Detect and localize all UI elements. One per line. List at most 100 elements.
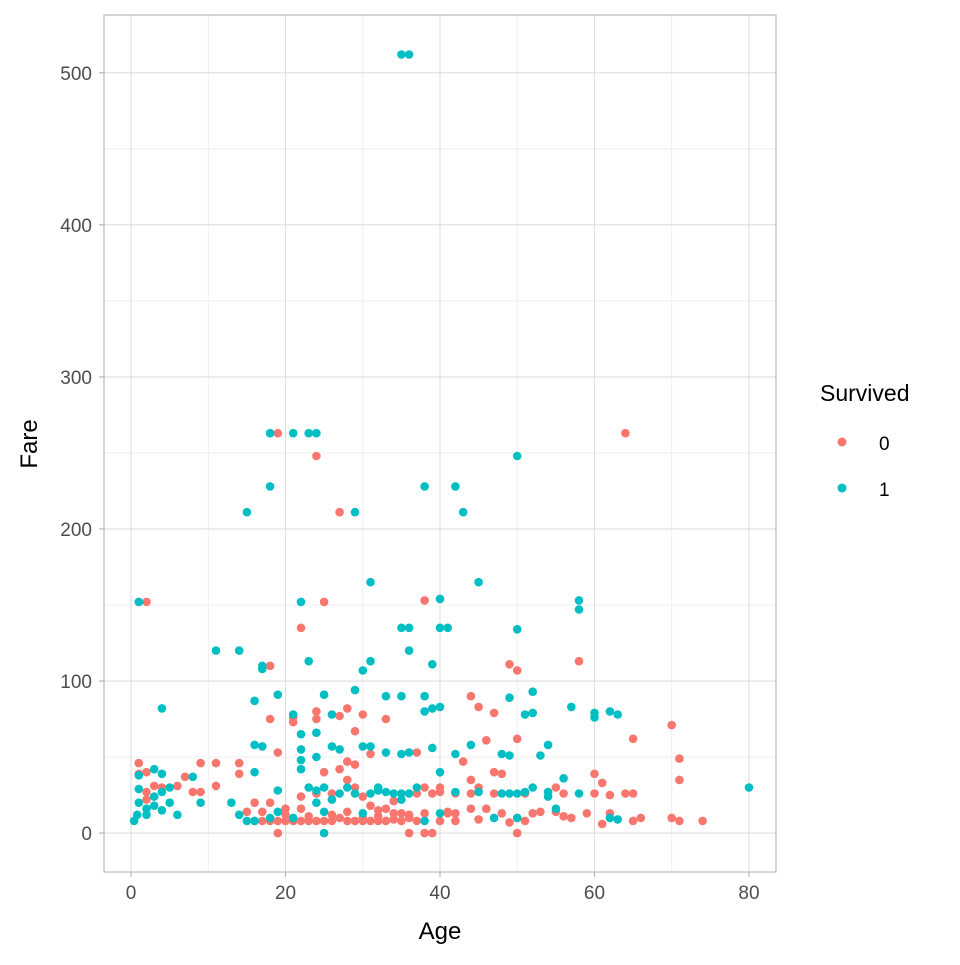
legend-label-1: 1	[879, 480, 890, 501]
data-point-survived-1	[451, 787, 460, 797]
data-point-survived-1	[744, 783, 754, 792]
data-point-survived-1	[536, 751, 545, 760]
data-point-survived-1	[211, 646, 221, 655]
data-point-survived-1	[435, 809, 445, 818]
data-point-survived-0	[281, 810, 290, 820]
data-point-survived-0	[273, 428, 283, 438]
data-point-survived-1	[258, 664, 267, 674]
data-point-survived-1	[312, 428, 321, 438]
data-point-survived-1	[250, 816, 259, 826]
data-point-survived-0	[373, 806, 383, 815]
data-point-survived-1	[574, 596, 584, 605]
data-point-survived-0	[412, 748, 422, 757]
data-point-survived-0	[497, 769, 507, 779]
data-point-survived-0	[628, 816, 638, 826]
data-point-survived-0	[628, 789, 638, 798]
data-point-survived-0	[435, 816, 445, 826]
data-point-survived-1	[134, 771, 144, 780]
data-point-survived-1	[381, 748, 391, 757]
data-point-survived-1	[613, 710, 622, 719]
data-point-survived-0	[567, 813, 576, 823]
data-point-survived-0	[319, 767, 329, 777]
data-point-survived-0	[335, 711, 344, 721]
data-point-survived-0	[497, 809, 507, 818]
data-point-survived-1	[590, 713, 599, 722]
data-point-survived-0	[196, 758, 205, 768]
data-point-survived-0	[343, 704, 352, 713]
data-point-survived-0	[466, 804, 476, 813]
data-point-survived-1	[157, 704, 167, 713]
data-point-survived-0	[335, 764, 344, 774]
data-point-survived-1	[157, 769, 167, 779]
data-point-survived-1	[404, 646, 414, 655]
data-point-survived-0	[428, 789, 437, 798]
data-point-survived-0	[312, 816, 321, 826]
data-point-survived-1	[358, 809, 368, 818]
data-point-survived-0	[621, 789, 630, 798]
data-point-survived-1	[567, 702, 576, 712]
data-point-survived-0	[350, 816, 360, 826]
data-point-survived-1	[149, 764, 159, 774]
data-point-survived-0	[335, 507, 344, 517]
data-point-survived-1	[428, 704, 437, 713]
y-tick-label: 500	[60, 64, 92, 85]
data-point-survived-1	[149, 801, 159, 810]
data-point-survived-1	[397, 795, 406, 804]
data-point-survived-1	[373, 786, 383, 795]
data-point-survived-1	[389, 789, 399, 798]
data-point-survived-0	[474, 815, 483, 824]
data-point-survived-1	[142, 810, 151, 820]
data-point-survived-0	[628, 734, 638, 744]
data-point-survived-0	[512, 828, 522, 838]
data-point-survived-1	[574, 789, 584, 798]
data-point-survived-0	[296, 804, 306, 813]
data-point-survived-0	[474, 702, 483, 712]
data-point-survived-0	[273, 816, 283, 826]
data-point-survived-1	[296, 764, 306, 774]
data-point-survived-0	[134, 758, 144, 768]
data-point-survived-0	[296, 816, 306, 826]
data-point-survived-1	[404, 623, 414, 633]
data-point-survived-0	[234, 758, 244, 768]
data-point-survived-1	[366, 742, 375, 751]
data-point-survived-0	[296, 623, 306, 633]
data-point-survived-0	[296, 792, 306, 801]
data-point-survived-1	[451, 749, 460, 759]
data-point-survived-0	[250, 798, 259, 807]
data-point-survived-1	[358, 666, 368, 675]
data-point-survived-1	[420, 816, 429, 826]
data-point-survived-1	[234, 646, 244, 655]
data-point-survived-0	[381, 714, 391, 724]
data-point-survived-0	[211, 758, 221, 768]
x-tick-label: 40	[429, 883, 450, 904]
legend-title: Survived	[820, 380, 909, 406]
data-point-survived-1	[350, 507, 360, 517]
data-point-survived-1	[296, 729, 306, 739]
data-point-survived-0	[281, 804, 290, 813]
data-point-survived-1	[366, 656, 375, 666]
data-point-survived-1	[296, 597, 306, 607]
data-point-survived-0	[327, 816, 337, 826]
data-point-survived-1	[173, 810, 182, 820]
data-point-survived-1	[574, 605, 584, 614]
data-point-survived-0	[265, 661, 275, 671]
data-point-survived-0	[389, 815, 399, 824]
data-point-survived-1	[428, 660, 437, 669]
data-point-survived-1	[157, 806, 167, 815]
data-point-survived-1	[474, 577, 483, 587]
data-point-survived-1	[327, 795, 337, 804]
data-point-survived-1	[512, 451, 522, 461]
data-point-survived-0	[551, 783, 561, 792]
data-point-survived-0	[234, 769, 244, 779]
data-point-survived-1	[512, 625, 522, 634]
data-point-survived-1	[265, 813, 275, 823]
data-point-survived-0	[528, 809, 537, 818]
data-point-survived-1	[319, 828, 329, 838]
data-point-survived-1	[304, 428, 314, 438]
x-tick-label: 80	[738, 883, 759, 904]
data-point-survived-1	[443, 623, 453, 633]
data-point-survived-1	[543, 787, 553, 797]
data-point-survived-1	[273, 786, 283, 795]
data-point-survived-0	[350, 760, 360, 769]
data-point-survived-0	[335, 813, 344, 823]
